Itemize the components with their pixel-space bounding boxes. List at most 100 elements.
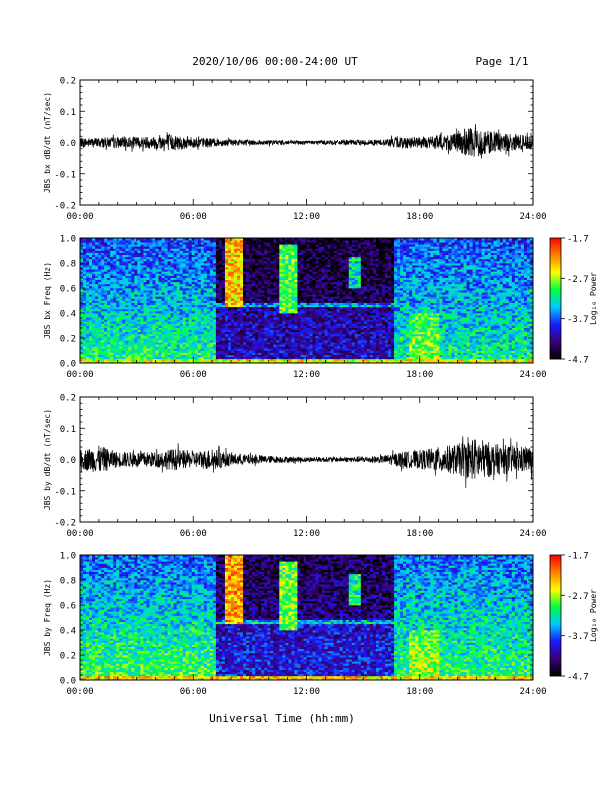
spectrogram-cell — [276, 311, 279, 313]
spectrogram-cell — [140, 332, 143, 334]
spectrogram-cell — [213, 334, 216, 336]
spectrogram-cell — [156, 278, 159, 280]
spectrogram-cell — [204, 330, 207, 332]
spectrogram-cell — [300, 313, 303, 315]
spectrogram-cell — [134, 319, 137, 321]
spectrogram-cell — [219, 328, 222, 330]
spectrogram-cell — [80, 290, 83, 292]
spectrogram-cell — [261, 307, 264, 309]
spectrogram-cell — [219, 261, 222, 263]
spectrogram-cell — [119, 278, 122, 280]
spectrogram-cell — [270, 326, 273, 328]
spectrogram-cell — [276, 248, 279, 250]
spectrogram-cell — [219, 315, 222, 317]
spectrogram-cell — [300, 342, 303, 344]
spectrogram-cell — [119, 253, 122, 255]
spectrogram-cell — [86, 257, 89, 259]
spectrogram-cell — [174, 346, 177, 348]
spectrogram-cell — [273, 317, 276, 319]
spectrogram-cell — [207, 326, 210, 328]
spectrogram-cell — [83, 278, 86, 280]
spectrogram-cell — [107, 298, 110, 300]
spectrogram-cell — [316, 357, 319, 359]
spectrogram-cell — [279, 248, 282, 250]
spectrogram-cell — [86, 355, 89, 357]
spectrogram-cell — [149, 248, 152, 250]
spectrogram-cell — [300, 276, 303, 278]
spectrogram-cell — [140, 269, 143, 271]
spectrogram-cell — [255, 309, 258, 311]
spectrogram-cell — [319, 248, 322, 250]
spectrogram-cell — [219, 301, 222, 303]
spectrogram-cell — [86, 298, 89, 300]
spectrogram-cell — [279, 294, 282, 296]
spectrogram-cell — [149, 321, 152, 323]
spectrogram-cell — [171, 267, 174, 269]
spectrogram-cell — [156, 357, 159, 359]
spectrogram-cell — [92, 242, 95, 244]
spectrogram-cell — [149, 359, 152, 361]
spectrogram-cell — [204, 246, 207, 248]
spectrogram-cell — [86, 240, 89, 242]
spectrogram-cell — [198, 242, 201, 244]
spectrogram-cell — [198, 303, 201, 305]
spectrogram-cell — [101, 338, 104, 340]
spectrogram-cell — [95, 255, 98, 257]
spectrogram-cell — [279, 340, 282, 342]
spectrogram-cell — [134, 313, 137, 315]
spectrogram-cell — [107, 311, 110, 313]
spectrogram-cell — [222, 263, 225, 265]
spectrogram-cell — [156, 323, 159, 325]
spectrogram-cell — [198, 278, 201, 280]
spectrogram-cell — [264, 282, 267, 284]
spectrogram-cell — [119, 265, 122, 267]
spectrogram-cell — [300, 328, 303, 330]
spectrogram-cell — [116, 261, 119, 263]
spectrogram-cell — [165, 315, 168, 317]
spectrogram-cell — [310, 280, 313, 282]
spectrogram-cell — [125, 334, 128, 336]
spectrogram-cell — [252, 253, 255, 255]
spectrogram-cell — [137, 328, 140, 330]
spectrogram-cell — [83, 290, 86, 292]
spectrogram-cell — [131, 273, 134, 275]
spectrogram-cell — [297, 251, 300, 253]
spectrogram-cell — [316, 334, 319, 336]
spectrogram-cell — [285, 265, 288, 267]
spectrogram-cell — [159, 292, 162, 294]
spectrogram-cell — [285, 323, 288, 325]
spectrogram-cell — [319, 330, 322, 332]
spectrogram-cell — [149, 240, 152, 242]
spectrogram-cell — [276, 307, 279, 309]
spectrogram-cell — [195, 342, 198, 344]
spectrogram-cell — [174, 248, 177, 250]
spectrogram-cell — [313, 334, 316, 336]
spectrogram-cell — [310, 267, 313, 269]
spectrogram-cell — [137, 269, 140, 271]
spectrogram-cell — [300, 330, 303, 332]
spectrogram-cell — [83, 267, 86, 269]
spectrogram-cell — [149, 342, 152, 344]
spectrogram-cell — [316, 244, 319, 246]
spectrogram-cell — [270, 278, 273, 280]
spectrogram-cell — [303, 305, 306, 307]
spectrogram-cell — [195, 292, 198, 294]
spectrogram-cell — [222, 278, 225, 280]
spectrogram-cell — [255, 246, 258, 248]
spectrogram-cell — [249, 303, 252, 305]
spectrogram-cell — [110, 261, 113, 263]
spectrogram-cell — [122, 246, 125, 248]
spectrogram-cell — [258, 338, 261, 340]
spectrogram-cell — [101, 255, 104, 257]
spectrogram-cell — [310, 290, 313, 292]
spectrogram-cell — [291, 280, 294, 282]
spectrogram-cell — [322, 307, 325, 309]
spectrogram-cell — [300, 257, 303, 259]
spectrogram-cell — [310, 311, 313, 313]
spectrogram-cell — [246, 321, 249, 323]
spectrogram-cell — [149, 265, 152, 267]
spectrogram-cell — [231, 253, 234, 255]
spectrogram-cell — [204, 267, 207, 269]
spectrogram-cell — [107, 273, 110, 275]
spectrogram-cell — [319, 246, 322, 248]
